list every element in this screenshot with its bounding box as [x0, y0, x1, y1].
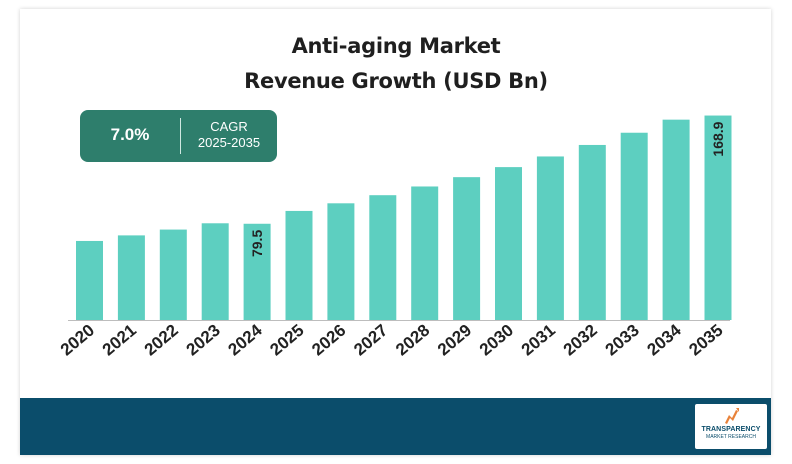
- cagr-value: 7.0%: [110, 125, 150, 144]
- bar-2028: [411, 186, 439, 320]
- bar-2033: [620, 132, 648, 320]
- logo-name: TRANSPARENCY: [701, 426, 761, 433]
- cagr-label: CAGR: [210, 119, 248, 134]
- chart-title-line2: Revenue Growth (USD Bn): [244, 69, 548, 93]
- x-tick-label-2023: 2023: [183, 321, 224, 360]
- bar-2035: [704, 115, 732, 320]
- data-label-2035: 168.9: [710, 121, 726, 156]
- bar-2034: [662, 119, 690, 320]
- x-tick-label-2027: 2027: [350, 321, 391, 360]
- x-tick-label-2032: 2032: [560, 321, 601, 360]
- chart-title-line1: Anti-aging Market: [291, 34, 501, 58]
- bar-2026: [327, 203, 355, 320]
- bar-2020: [76, 240, 103, 320]
- logo-subtitle: MARKET RESEARCH: [706, 434, 756, 440]
- arrow-logo-icon: [725, 408, 739, 424]
- bar-2030: [495, 167, 522, 320]
- bar-2022: [159, 229, 187, 320]
- cagr-divider: [180, 118, 181, 154]
- x-tick-label-2024: 2024: [224, 320, 266, 359]
- x-tick-label-2030: 2030: [476, 321, 517, 360]
- cagr-badge: 7.0% CAGR 2025-2035: [80, 110, 277, 162]
- bar-2025: [285, 210, 313, 320]
- data-label-2024: 79.5: [249, 230, 265, 257]
- bar-2032: [578, 144, 606, 320]
- bar-2023: [201, 223, 229, 320]
- x-tick-label-2034: 2034: [643, 320, 685, 359]
- x-tick-label-2033: 2033: [602, 321, 643, 360]
- bar-2021: [117, 235, 145, 320]
- x-tick-label-2026: 2026: [308, 321, 349, 360]
- bar-2029: [453, 177, 481, 320]
- x-tick-label-2022: 2022: [141, 321, 182, 360]
- bar-2024: [243, 223, 271, 320]
- bar-2027: [369, 195, 397, 320]
- x-tick-label-2029: 2029: [434, 321, 475, 360]
- cagr-period: 2025-2035: [197, 135, 261, 150]
- x-tick-label-2031: 2031: [518, 321, 559, 360]
- bar-2031: [536, 156, 564, 320]
- footer-band: [20, 398, 771, 455]
- x-tick-label-2020: 2020: [57, 321, 98, 360]
- brand-logo: TRANSPARENCY MARKET RESEARCH: [695, 404, 767, 449]
- x-tick-label-2021: 2021: [99, 321, 140, 360]
- x-tick-label-2025: 2025: [266, 321, 307, 360]
- x-tick-label-2028: 2028: [392, 321, 433, 360]
- x-tick-label-2035: 2035: [685, 321, 726, 360]
